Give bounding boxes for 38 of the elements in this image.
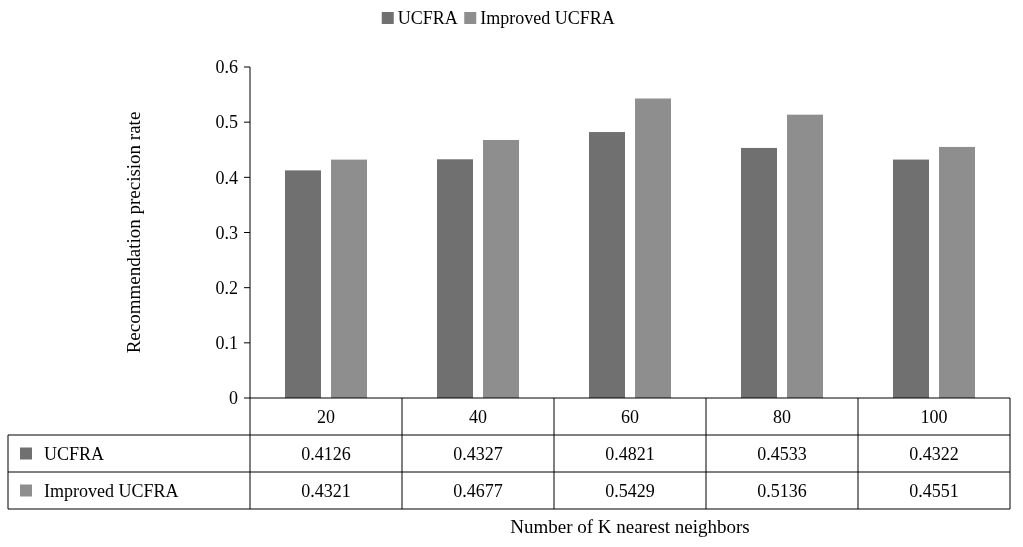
y-tick-label: 0 [229, 388, 238, 409]
y-tick-label: 0.2 [215, 277, 238, 298]
y-axis-title: Recommendation precision rate [123, 111, 144, 354]
data-label: 0.4126 [301, 443, 351, 464]
bar [893, 159, 929, 398]
bar [437, 159, 473, 398]
y-tick-label: 0.4 [215, 167, 238, 188]
bar [787, 114, 823, 398]
x-tick-label: 40 [469, 406, 487, 427]
y-tick-label: 0.1 [215, 333, 238, 354]
text: UCFRA [44, 443, 105, 464]
data-label: 0.4821 [605, 443, 655, 464]
legend-label: UCFRA [397, 8, 458, 29]
data-label: 0.4533 [757, 443, 807, 464]
data-label: 0.4551 [909, 480, 959, 501]
data-label: 0.4321 [301, 480, 351, 501]
y-tick-label: 0.5 [215, 112, 238, 133]
legend-label: Improved UCFRA [480, 8, 615, 29]
bar [589, 132, 625, 398]
bar [285, 170, 321, 398]
x-tick-label: 80 [773, 406, 791, 427]
data-label: 0.4322 [909, 443, 959, 464]
x-tick-label: 100 [920, 406, 948, 427]
data-label: 0.4327 [453, 443, 503, 464]
data-label: 0.5136 [757, 480, 807, 501]
bar [483, 139, 519, 398]
y-tick-label: 0.3 [215, 222, 238, 243]
bar [331, 159, 367, 398]
y-tick-label: 0.6 [215, 57, 238, 78]
x-tick-label: 60 [621, 406, 639, 427]
data-label: 0.4677 [453, 480, 503, 501]
text: Improved UCFRA [44, 480, 179, 501]
bar [939, 146, 975, 398]
bar [635, 98, 671, 398]
x-axis-title: Number of K nearest neighbors [510, 516, 750, 537]
bar [741, 147, 777, 398]
data-label: 0.5429 [605, 480, 655, 501]
x-tick-label: 20 [317, 406, 335, 427]
